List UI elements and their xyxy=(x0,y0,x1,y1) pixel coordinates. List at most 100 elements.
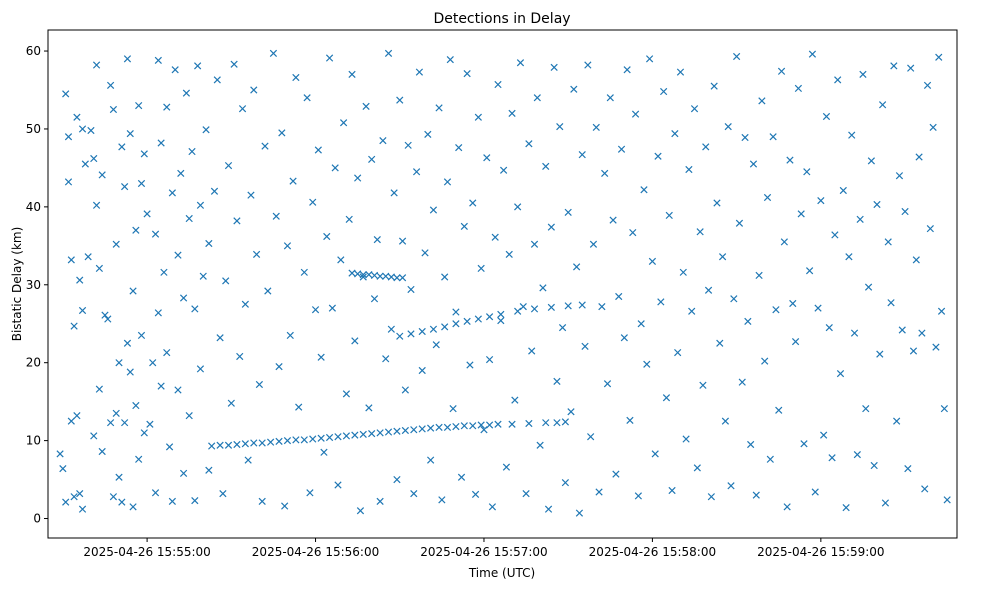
data-point-x-marker xyxy=(469,199,477,207)
data-point-x-marker xyxy=(564,208,572,216)
data-point-x-marker xyxy=(578,151,586,159)
data-point-x-marker xyxy=(455,144,463,152)
data-point-x-marker xyxy=(502,463,511,471)
data-point-x-marker xyxy=(744,317,752,326)
data-point-x-marker xyxy=(376,497,384,506)
data-point-x-marker xyxy=(418,425,426,433)
data-point-x-marker xyxy=(168,189,176,197)
data-point-x-marker xyxy=(553,419,561,427)
data-point-x-marker xyxy=(460,422,468,430)
data-point-x-marker xyxy=(266,438,275,446)
data-point-x-marker xyxy=(292,436,300,444)
data-point-x-marker xyxy=(592,123,600,132)
y-tick-label: 10 xyxy=(26,434,41,448)
data-point-x-marker xyxy=(536,441,544,449)
data-point-x-marker xyxy=(393,427,401,435)
data-point-x-marker xyxy=(485,355,494,364)
data-point-x-marker xyxy=(718,253,727,261)
data-point-x-marker xyxy=(525,419,533,428)
data-point-x-marker xyxy=(932,343,940,351)
data-point-x-marker xyxy=(522,489,530,498)
data-point-x-marker xyxy=(98,171,106,179)
data-point-x-marker xyxy=(864,283,873,291)
data-point-x-marker xyxy=(699,381,707,389)
data-point-x-marker xyxy=(188,147,196,156)
data-point-x-marker xyxy=(151,489,160,497)
data-point-x-marker xyxy=(230,60,238,68)
data-point-x-marker xyxy=(707,493,715,501)
data-point-x-marker xyxy=(575,509,584,517)
data-point-x-marker xyxy=(76,276,84,284)
data-point-x-marker xyxy=(81,160,89,168)
data-point-x-marker xyxy=(791,338,800,346)
data-point-x-marker xyxy=(488,503,497,511)
data-point-x-marker xyxy=(676,68,685,76)
data-point-x-marker xyxy=(325,54,334,62)
data-point-x-marker xyxy=(154,309,162,317)
data-point-x-marker xyxy=(637,320,645,328)
y-tick-label: 30 xyxy=(26,278,41,292)
data-point-x-marker xyxy=(755,271,763,280)
data-point-x-marker xyxy=(106,81,115,89)
data-point-x-marker xyxy=(365,404,373,412)
data-point-x-marker xyxy=(789,299,797,308)
data-point-x-marker xyxy=(660,87,668,96)
data-point-x-marker xyxy=(146,420,154,428)
data-point-x-marker xyxy=(199,272,207,280)
data-point-x-marker xyxy=(115,359,123,367)
data-point-x-marker xyxy=(828,454,836,462)
data-point-x-marker xyxy=(106,419,115,427)
data-point-x-marker xyxy=(441,323,449,331)
data-point-x-marker xyxy=(129,287,137,295)
data-point-x-marker xyxy=(825,324,833,332)
data-point-x-marker xyxy=(351,337,359,345)
data-point-x-marker xyxy=(118,143,126,151)
data-point-x-marker xyxy=(657,298,665,306)
data-point-x-marker xyxy=(690,105,699,113)
data-point-x-marker xyxy=(887,299,895,307)
data-point-x-marker xyxy=(620,334,628,342)
data-point-x-marker xyxy=(850,329,859,337)
data-point-x-marker xyxy=(822,112,831,121)
data-point-x-marker xyxy=(174,386,182,394)
data-point-x-marker xyxy=(429,206,438,214)
data-point-x-marker xyxy=(368,429,376,438)
data-point-x-marker xyxy=(295,403,303,411)
data-point-x-marker xyxy=(390,189,398,197)
data-point-x-marker xyxy=(629,228,637,237)
data-point-x-marker xyxy=(842,503,850,512)
data-point-x-marker xyxy=(716,339,724,347)
data-point-x-marker xyxy=(185,214,193,223)
data-point-x-marker xyxy=(415,68,424,76)
data-point-x-marker xyxy=(435,104,443,112)
data-point-x-marker xyxy=(831,231,839,239)
data-point-x-marker xyxy=(64,133,73,141)
data-point-x-marker xyxy=(662,394,671,402)
data-point-x-marker xyxy=(817,197,825,205)
data-point-x-marker xyxy=(67,256,75,264)
data-point-x-marker xyxy=(76,489,84,498)
data-point-x-marker xyxy=(165,443,174,451)
data-point-x-marker xyxy=(460,222,468,230)
data-point-x-marker xyxy=(339,119,348,127)
data-point-x-marker xyxy=(449,405,457,413)
data-point-x-marker xyxy=(258,439,266,447)
data-point-x-marker xyxy=(78,505,87,513)
data-point-x-marker xyxy=(474,315,482,323)
data-point-x-marker xyxy=(617,145,626,153)
data-point-x-marker xyxy=(514,307,522,315)
plot-frame xyxy=(47,29,958,539)
data-point-x-marker xyxy=(368,155,376,163)
data-point-x-marker xyxy=(898,326,906,334)
data-point-x-marker xyxy=(685,165,693,174)
data-point-x-marker xyxy=(797,210,805,218)
data-point-x-marker xyxy=(763,193,772,202)
data-point-x-marker xyxy=(98,447,106,456)
data-point-x-marker xyxy=(544,505,553,513)
data-point-x-marker xyxy=(859,70,867,79)
data-point-x-marker xyxy=(387,325,395,333)
data-point-x-marker xyxy=(477,264,485,273)
data-point-x-marker xyxy=(738,378,746,386)
data-point-x-marker xyxy=(314,146,322,154)
data-point-x-marker xyxy=(67,417,75,425)
